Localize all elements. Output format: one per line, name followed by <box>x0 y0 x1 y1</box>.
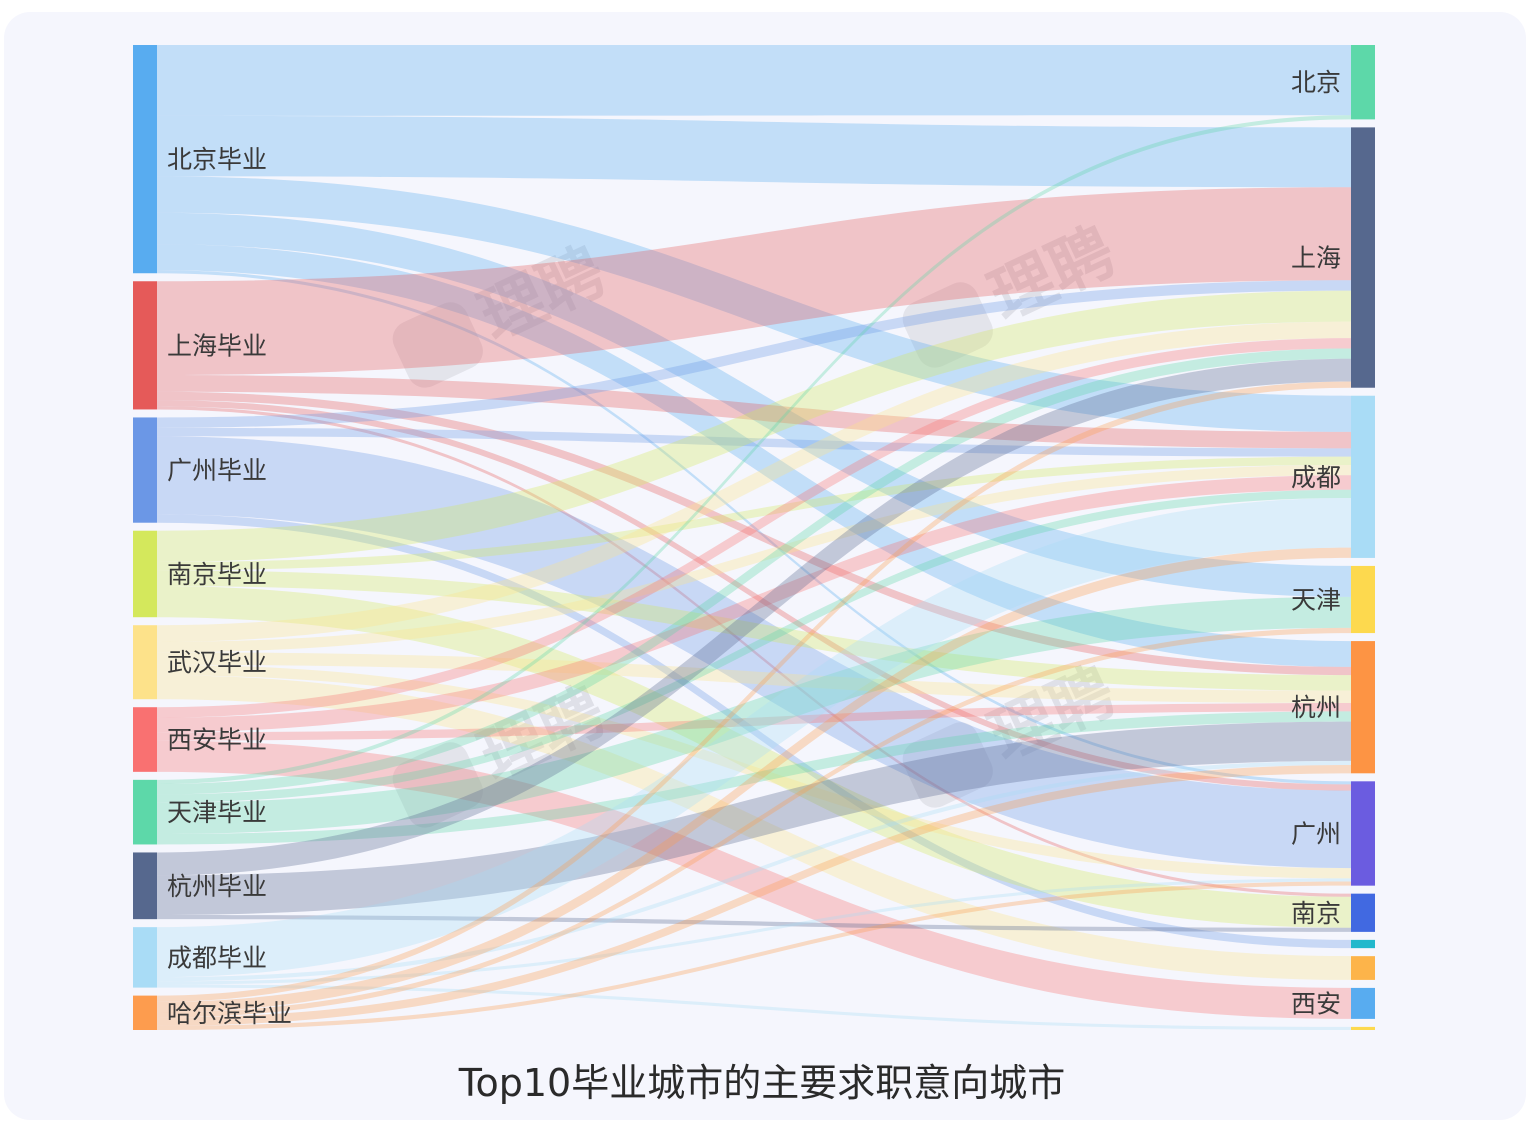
source-label: 北京毕业 <box>167 145 267 174</box>
sankey-link <box>157 498 1351 978</box>
source-label: 南京毕业 <box>167 560 267 589</box>
sankey-link <box>157 664 1351 879</box>
sankey-link <box>157 391 1351 676</box>
source-label: 成都毕业 <box>167 943 267 972</box>
source-node <box>133 995 157 1030</box>
sankey-link <box>157 627 1351 1018</box>
sankey-link <box>157 244 1351 667</box>
sankey-link <box>157 321 1351 642</box>
source-node <box>133 281 157 410</box>
sankey-link <box>157 176 1351 432</box>
sankey-link <box>157 358 1351 876</box>
target-label: 北京 <box>1291 68 1341 97</box>
sankey-link <box>157 187 1351 376</box>
sankey-link <box>157 375 1351 449</box>
sankey-link <box>157 984 1351 1030</box>
target-label: 西安 <box>1291 989 1341 1018</box>
sankey-link <box>157 760 1351 982</box>
sankey-link <box>157 290 1351 562</box>
sankey-nodes <box>133 45 1375 1030</box>
source-node <box>133 417 157 523</box>
target-node <box>1351 893 1375 932</box>
target-node <box>1351 939 1375 949</box>
source-node <box>133 530 157 618</box>
sankey-links <box>157 45 1351 1030</box>
sankey-link <box>157 570 1351 691</box>
target-label: 杭州 <box>1291 693 1341 722</box>
target-label: 广州 <box>1291 819 1341 848</box>
target-node <box>1351 127 1375 388</box>
source-node <box>133 707 157 772</box>
source-label: 广州毕业 <box>167 456 267 485</box>
watermark-icon <box>392 742 483 828</box>
target-label: 天津 <box>1291 585 1341 614</box>
sankey-link <box>157 881 1351 1030</box>
watermark-icon <box>902 282 993 368</box>
sankey-link <box>157 115 1351 188</box>
sankey-link <box>157 489 1351 803</box>
sankey-link <box>157 703 1351 741</box>
target-node <box>1351 565 1375 634</box>
target-label: 成都 <box>1291 463 1341 492</box>
target-node <box>1351 956 1375 980</box>
sankey-link <box>157 914 1351 932</box>
sankey-link <box>157 115 1351 785</box>
sankey-link <box>157 270 1351 785</box>
watermark: 理聘 <box>392 674 616 828</box>
sankey-link <box>157 740 1351 1019</box>
sankey-link <box>157 212 1351 597</box>
source-node <box>133 927 157 988</box>
sankey-link <box>157 280 1351 428</box>
sankey-link <box>157 475 1351 733</box>
source-label: 杭州毕业 <box>167 872 267 901</box>
sankey-link <box>157 45 1351 116</box>
sankey-link <box>157 338 1351 718</box>
target-node <box>1351 641 1375 774</box>
target-node <box>1351 395 1375 558</box>
sankey-link <box>157 878 1351 985</box>
target-node <box>1351 45 1375 120</box>
sankey-link <box>157 547 1351 1013</box>
sankey-link <box>157 721 1351 915</box>
target-label: 上海 <box>1291 244 1341 273</box>
sankey-link <box>157 675 1351 980</box>
target-node <box>1351 1026 1375 1030</box>
sankey-link <box>157 436 1351 869</box>
source-label: 西安毕业 <box>167 726 267 755</box>
target-node <box>1351 987 1375 1019</box>
watermark-icon <box>392 302 483 388</box>
watermark-icon <box>902 722 993 808</box>
sankey-link <box>157 400 1351 791</box>
sankey-link <box>157 596 1351 835</box>
sankey-link <box>157 348 1351 795</box>
sankey-link <box>157 585 1351 928</box>
source-label: 上海毕业 <box>167 331 267 360</box>
source-label: 天津毕业 <box>167 798 267 827</box>
sankey-link <box>157 406 1351 897</box>
chart-card <box>4 12 1526 1120</box>
sankey-link <box>157 514 1351 949</box>
sankey-link <box>157 427 1351 457</box>
sankey-link <box>157 456 1351 571</box>
target-label: 南京 <box>1291 899 1341 928</box>
sankey-labels: 北京毕业上海毕业广州毕业南京毕业武汉毕业西安毕业天津毕业杭州毕业成都毕业哈尔滨毕… <box>167 68 1341 1028</box>
source-node <box>133 45 157 274</box>
sankey-link <box>157 464 1351 653</box>
source-label: 哈尔滨毕业 <box>167 999 292 1028</box>
watermark: 理聘 <box>392 234 616 388</box>
sankey-link <box>157 652 1351 704</box>
source-label: 武汉毕业 <box>167 648 267 677</box>
source-node <box>133 852 157 920</box>
sankey-link <box>157 765 1351 1026</box>
chart-title: Top10毕业城市的主要求职意向城市 <box>458 1061 1065 1105</box>
sankey-link <box>157 381 1351 1002</box>
target-node <box>1351 781 1375 886</box>
source-node <box>133 625 157 700</box>
sankey-link <box>157 711 1351 845</box>
source-node <box>133 779 157 845</box>
